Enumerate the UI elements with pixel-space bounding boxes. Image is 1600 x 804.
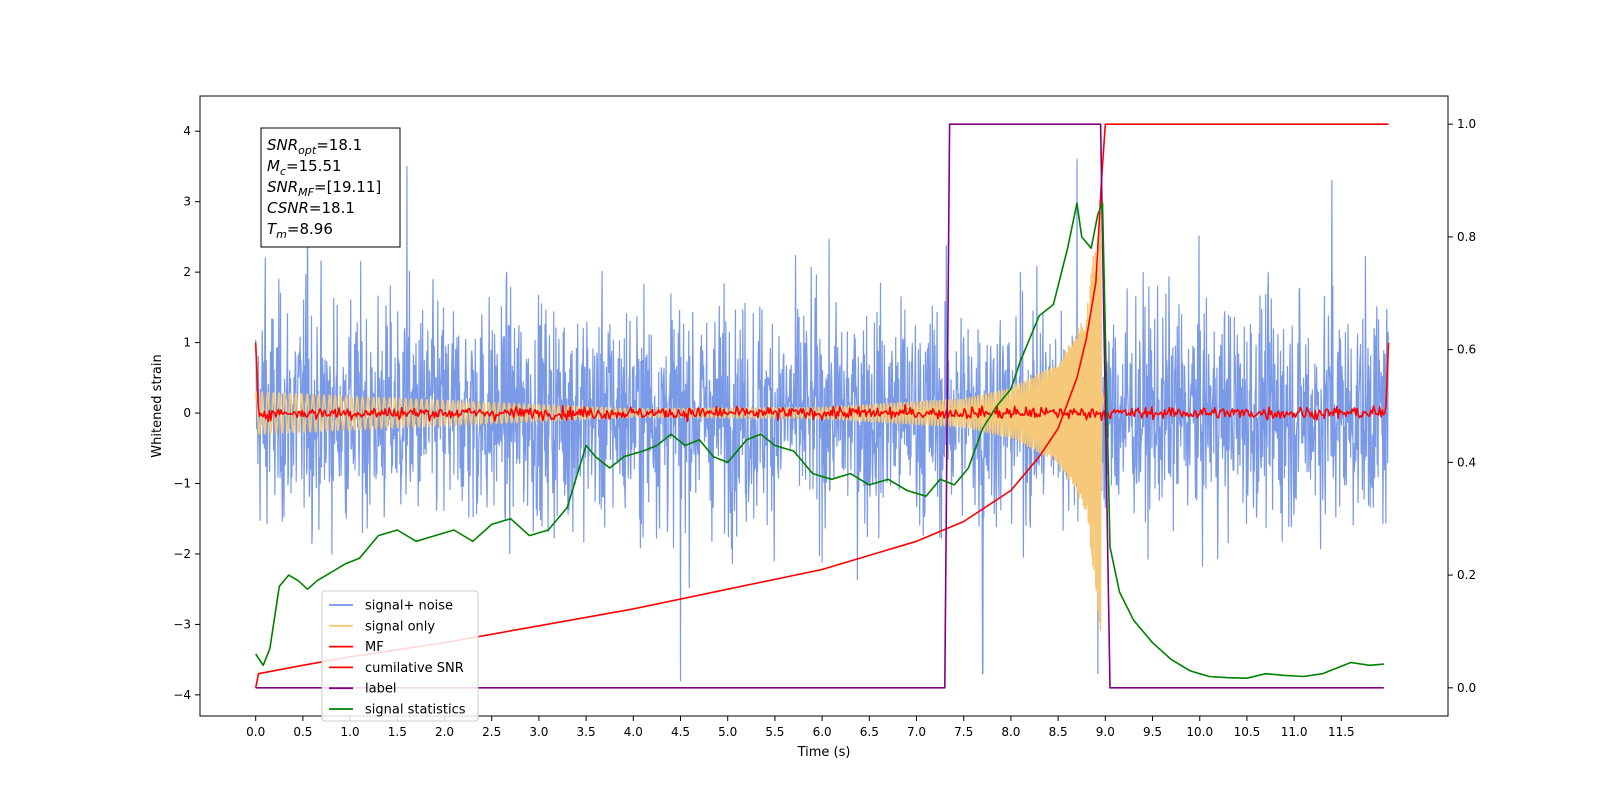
series-line-5 — [255, 202, 1384, 679]
x-tick-label: 10.5 — [1234, 725, 1261, 739]
plot-frame — [199, 95, 1449, 717]
y-right-tick-label: 0.0 — [1457, 681, 1476, 695]
legend-frame — [321, 590, 479, 722]
x-tick-label: 9.5 — [1143, 725, 1162, 739]
y-left-tick-label: 0 — [183, 406, 191, 420]
x-tick-label: 11.0 — [1281, 725, 1308, 739]
y-axis-left: −4 −3 −2 −1 0 1 2 3 4 — [173, 124, 200, 702]
series-line-4 — [255, 123, 1384, 689]
legend-label: signal only — [365, 619, 435, 634]
x-tick-label: 0.5 — [293, 725, 312, 739]
y-right-tick-label: 0.6 — [1457, 343, 1476, 357]
y-left-tick-label: 2 — [183, 265, 191, 279]
x-tick-label: 11.5 — [1328, 725, 1355, 739]
x-tick-label: 4.0 — [624, 725, 643, 739]
x-axis: 0.0 0.5 1.0 1.5 2.0 2.5 3.0 3.5 4.0 4.5 5.0 5.5 6.0 6… — [246, 716, 1355, 739]
y-right-tick-label: 0.8 — [1457, 230, 1476, 244]
series-line-2 — [254, 342, 1390, 423]
annotation-line: Mc=15.51 — [267, 157, 342, 178]
legend-label: MF — [365, 640, 384, 655]
annotation-line: SNRMF=[19.11] — [267, 178, 381, 199]
y-axis-label: Whitened strain — [150, 354, 165, 457]
x-tick-label: 6.5 — [860, 725, 879, 739]
x-tick-label: 2.5 — [482, 725, 501, 739]
y-right-tick-label: 0.2 — [1457, 568, 1476, 582]
y-left-tick-label: −4 — [173, 688, 191, 702]
legend-label: signal+ noise — [365, 599, 453, 614]
x-tick-label: 2.0 — [435, 725, 454, 739]
x-tick-label: 5.0 — [718, 725, 737, 739]
y-left-tick-label: 1 — [183, 336, 191, 350]
x-tick-label: 7.5 — [954, 725, 973, 739]
annotation-line: SNRopt=18.1 — [267, 136, 362, 157]
x-tick-label: 1.5 — [388, 725, 407, 739]
x-tick-label: 4.5 — [671, 725, 690, 739]
legend: signal+ noise signal only MF cumilative SNR… — [321, 590, 479, 722]
legend-label: cumilative SNR — [365, 661, 464, 676]
x-axis-label: Time (s) — [797, 745, 851, 760]
x-tick-label: 8.0 — [1001, 725, 1020, 739]
x-tick-label: 3.5 — [577, 725, 596, 739]
x-tick-label: 8.5 — [1049, 725, 1068, 739]
y-right-tick-label: 1.0 — [1457, 117, 1476, 131]
y-left-tick-label: 4 — [183, 124, 191, 138]
x-tick-label: 1.0 — [341, 725, 360, 739]
annotation-line: Tm=8.96 — [267, 220, 333, 241]
legend-label: signal statistics — [365, 703, 466, 718]
y-right-tick-label: 0.4 — [1457, 455, 1476, 469]
x-tick-label: 5.5 — [765, 725, 784, 739]
y-left-tick-label: −3 — [173, 617, 191, 631]
y-left-tick-label: −1 — [173, 477, 191, 491]
y-left-tick-label: −2 — [173, 547, 191, 561]
stats-annotation: SNRopt=18.1Mc=15.51SNRMF=[19.11]CSNR=18.… — [260, 127, 401, 248]
annotation-frame — [260, 127, 401, 248]
annotation-line: CSNR=18.1 — [267, 199, 355, 217]
x-tick-label: 7.0 — [907, 725, 926, 739]
x-tick-label: 10.0 — [1186, 725, 1213, 739]
legend-label: label — [365, 682, 396, 697]
y-left-tick-label: 3 — [183, 195, 191, 209]
series-line-0 — [255, 158, 1390, 682]
x-tick-label: 9.0 — [1096, 725, 1115, 739]
y-axis-right: 0.0 0.2 0.4 0.6 0.8 1.0 — [1448, 117, 1476, 695]
x-tick-label: 0.0 — [246, 725, 265, 739]
x-tick-label: 6.0 — [813, 725, 832, 739]
x-tick-label: 3.0 — [529, 725, 548, 739]
